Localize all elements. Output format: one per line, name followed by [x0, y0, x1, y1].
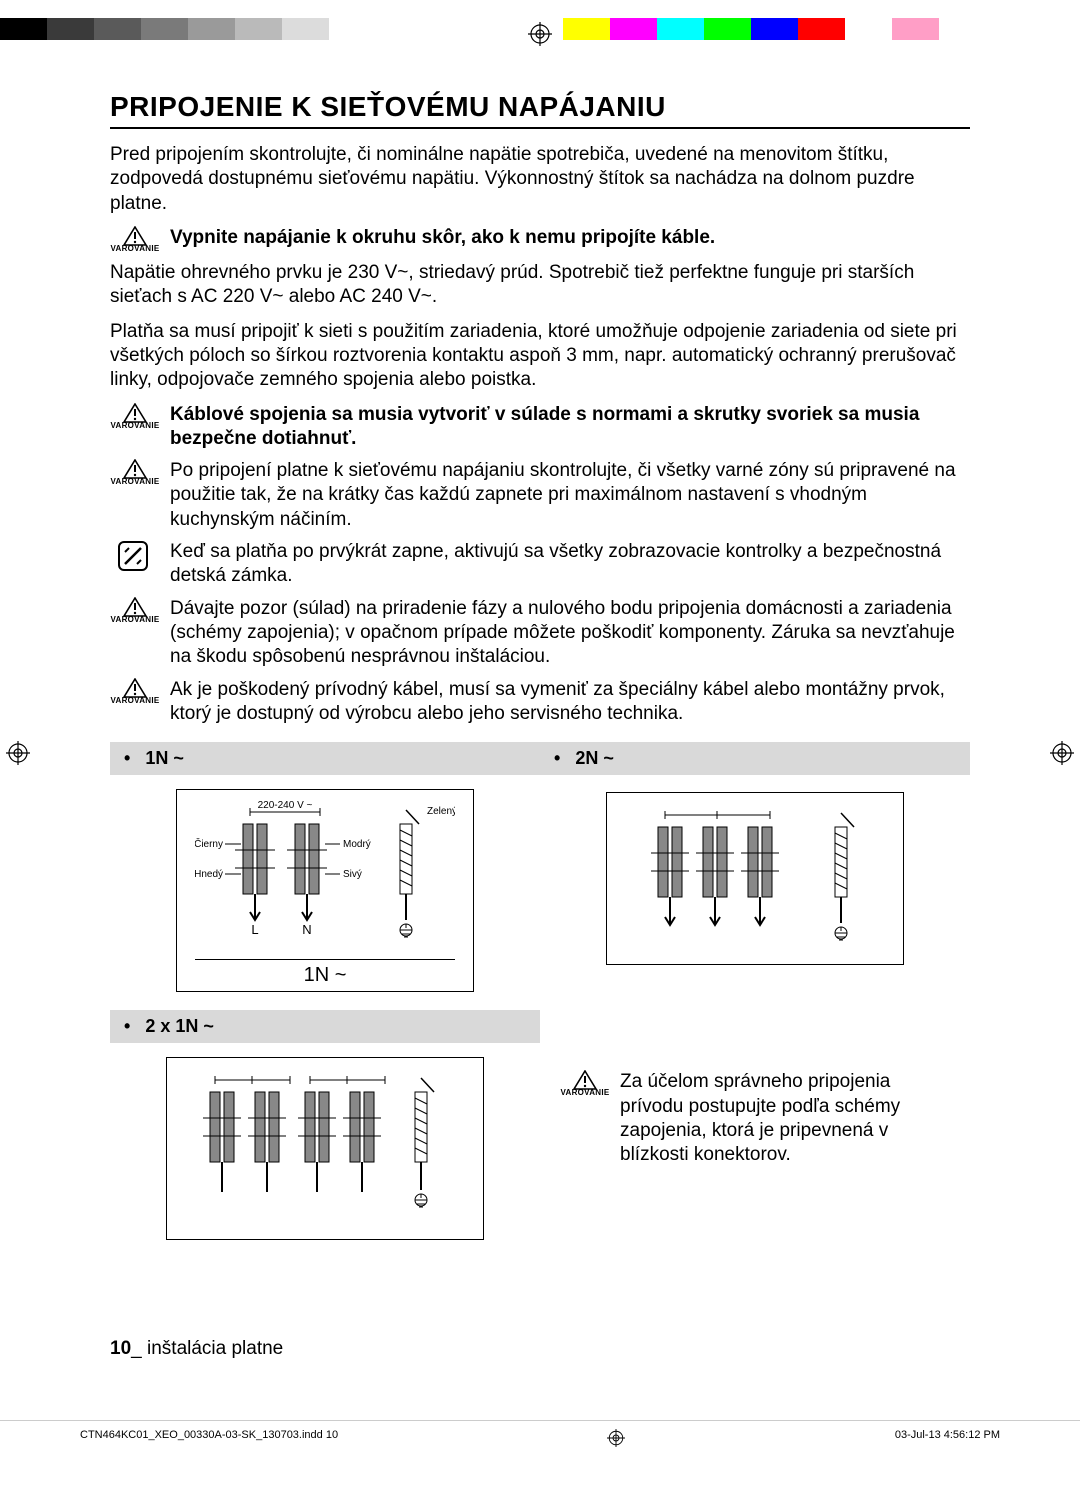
print-filename: CTN464KC01_XEO_00330A-03-SK_130703.indd … — [80, 1429, 338, 1450]
intro-text: Pred pripojením skontrolujte, či nominál… — [110, 143, 970, 216]
page-footer: 10_ inštalácia platne — [110, 1338, 970, 1360]
warning-text: Za účelom správneho pripojenia prívodu p… — [620, 1070, 950, 1167]
page-number: 10 — [110, 1338, 131, 1359]
note-block: Keď sa platňa po prvýkrát zapne, aktivuj… — [110, 540, 970, 589]
warning-label: VAROVANIE — [110, 244, 159, 253]
warning-icon: VAROVANIE — [110, 403, 160, 430]
colorbar-swatch — [47, 18, 94, 40]
colorbar-swatch — [986, 18, 1033, 40]
colorbar-swatch — [704, 18, 751, 40]
diagram-2x1n — [166, 1057, 484, 1240]
warning-label: VAROVANIE — [110, 421, 159, 430]
print-footer: CTN464KC01_XEO_00330A-03-SK_130703.indd … — [0, 1420, 1080, 1458]
warning-label: VAROVANIE — [560, 1088, 609, 1097]
warning-icon: VAROVANIE — [110, 597, 160, 624]
paragraph-2: Napätie ohrevného prvku je 230 V~, strie… — [110, 261, 970, 310]
warning-label: VAROVANIE — [110, 615, 159, 624]
diagram-1n: 220-240 V ~ L — [176, 789, 474, 992]
diagram-header-2n: • 2N ~ — [540, 742, 970, 775]
svg-text:N: N — [302, 922, 311, 937]
warning-text: Ak je poškodený prívodný kábel, musí sa … — [170, 678, 970, 727]
colorbar-swatch — [751, 18, 798, 40]
colorbar-swatch — [657, 18, 704, 40]
colorbar-swatch — [563, 18, 610, 40]
note-icon — [110, 540, 156, 572]
colorbar-swatch — [470, 18, 517, 40]
warning-icon: VAROVANIE — [110, 459, 160, 486]
print-colorbar — [0, 18, 1080, 51]
warning-text: Káblové spojenia sa musia vytvoriť v súl… — [170, 403, 970, 452]
warning-block-5: VAROVANIE Ak je poškodený prívodný kábel… — [110, 678, 970, 727]
colorbar-swatch — [892, 18, 939, 40]
footer-section: inštalácia platne — [142, 1338, 284, 1359]
colorbar-swatch — [376, 18, 423, 40]
registration-mark-bottom — [607, 1429, 625, 1450]
colorbar-swatch — [0, 18, 47, 40]
warning-block-2: VAROVANIE Káblové spojenia sa musia vytv… — [110, 403, 970, 452]
warning-icon: VAROVANIE — [560, 1070, 610, 1097]
colorbar-swatch — [94, 18, 141, 40]
colorbar-swatch — [235, 18, 282, 40]
svg-text:Sivý: Sivý — [343, 869, 362, 880]
colorbar-swatch — [845, 18, 892, 40]
colorbar-swatch — [141, 18, 188, 40]
colorbar-swatch — [798, 18, 845, 40]
diagram-header-1n: • 1N ~ — [110, 742, 540, 775]
svg-text:Modrý: Modrý — [343, 839, 371, 850]
colorbar-swatch — [610, 18, 657, 40]
print-timestamp: 03-Jul-13 4:56:12 PM — [895, 1429, 1000, 1450]
colorbar-swatch — [188, 18, 235, 40]
svg-text:Zelený/ Žltý: Zelený/ Žltý — [427, 804, 455, 817]
warning-icon: VAROVANIE — [110, 226, 160, 253]
warning-text: Dávajte pozor (súlad) na priradenie fázy… — [170, 597, 970, 670]
diagram-header-2x1n: • 2 x 1N ~ — [110, 1010, 540, 1043]
colorbar-swatch — [329, 18, 376, 40]
registration-mark-right — [1050, 741, 1074, 770]
warning-label: VAROVANIE — [110, 477, 159, 486]
paragraph-3: Platňa sa musí pripojiť k sieti s použit… — [110, 320, 970, 393]
colorbar-swatch — [423, 18, 470, 40]
note-text: Keď sa platňa po prvýkrát zapne, aktivuj… — [170, 540, 970, 589]
warning-label: VAROVANIE — [110, 696, 159, 705]
warning-block-6: VAROVANIE Za účelom správneho pripojenia… — [560, 1070, 950, 1167]
warning-block-4: VAROVANIE Dávajte pozor (súlad) na prira… — [110, 597, 970, 670]
warning-text: Vypnite napájanie k okruhu skôr, ako k n… — [170, 226, 715, 250]
svg-text:Čierny: Čierny — [195, 837, 223, 850]
warning-icon: VAROVANIE — [110, 678, 160, 705]
warning-block-3: VAROVANIE Po pripojení platne k sieťovém… — [110, 459, 970, 532]
svg-text:220-240 V ~: 220-240 V ~ — [258, 800, 313, 811]
colorbar-swatch — [939, 18, 986, 40]
diagram-2n — [606, 792, 904, 965]
wiring-diagram-table: • 1N ~ 220-240 V ~ — [110, 742, 970, 1258]
svg-text:Hnedý: Hnedý — [195, 869, 223, 880]
section-title: PRIPOJENIE K SIEŤOVÉMU NAPÁJANIU — [110, 91, 970, 129]
colorbar-swatch — [282, 18, 329, 40]
colorbar-swatch — [1033, 18, 1080, 40]
warning-text: Po pripojení platne k sieťovému napájani… — [170, 459, 970, 532]
svg-text:L: L — [251, 922, 258, 937]
warning-block-1: VAROVANIE Vypnite napájanie k okruhu skô… — [110, 226, 970, 253]
registration-mark-left — [6, 741, 30, 770]
diagram-caption: 1N ~ — [195, 962, 455, 989]
